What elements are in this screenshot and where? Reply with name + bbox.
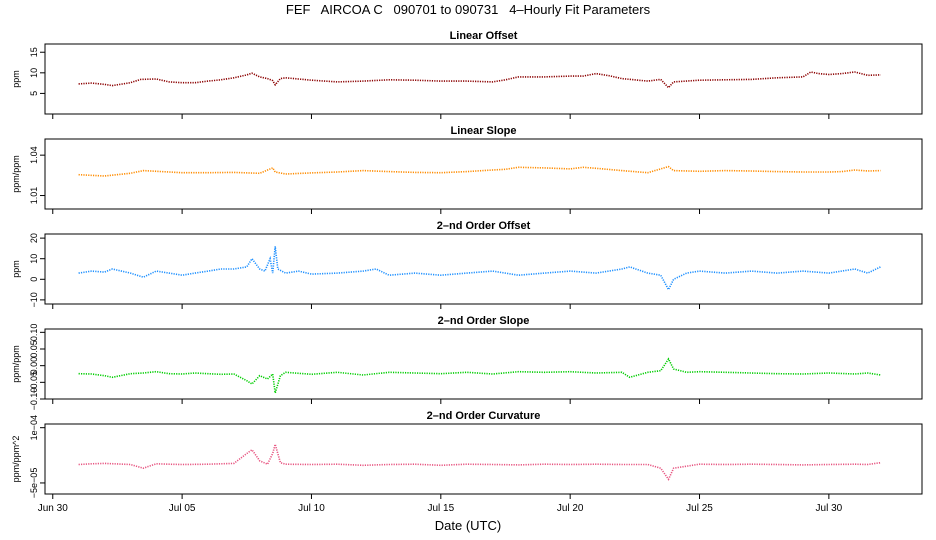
data-series-line	[78, 357, 881, 394]
x-tick-label: Jul 25	[686, 503, 713, 514]
y-axis-label: ppm	[11, 260, 21, 278]
y-tick-label: −10	[29, 292, 39, 307]
data-series-line	[78, 71, 881, 89]
y-tick-label: 5	[29, 91, 39, 96]
chart-title: FEF AIRCOA C 090701 to 090731 4–Hourly F…	[285, 2, 651, 17]
y-tick-label: 0.10	[29, 324, 39, 342]
data-series-line	[78, 246, 881, 292]
y-tick-label: 1.04	[29, 146, 39, 164]
data-series-line	[78, 441, 881, 481]
y-tick-label: 10	[29, 254, 39, 264]
y-tick-label: 20	[29, 233, 39, 243]
x-axis-label: Date (UTC)	[434, 518, 502, 533]
y-tick-label: 1e−04	[29, 415, 39, 440]
panel-frame	[44, 43, 923, 115]
panel-title: Linear Offset	[450, 30, 518, 42]
y-axis-label: ppm/ppm	[11, 345, 21, 383]
y-axis-label: ppm	[11, 70, 21, 88]
panel-title: 2–nd Order Slope	[438, 315, 530, 327]
y-axis-label: ppm/ppm^2	[11, 436, 21, 483]
panel-frame	[44, 423, 923, 495]
y-tick-label: −0.05	[29, 371, 39, 394]
x-tick-label: Jul 15	[427, 503, 454, 514]
x-tick-label: Jun 30	[38, 503, 68, 514]
panel-title: 2–nd Order Offset	[437, 220, 531, 232]
x-tick-label: Jul 05	[169, 503, 196, 514]
data-series-line	[78, 165, 881, 177]
x-tick-label: Jul 30	[816, 503, 843, 514]
panel-frame	[44, 328, 923, 400]
y-tick-label: −0.10	[29, 388, 39, 411]
panel-frame	[44, 138, 923, 210]
y-tick-label: −5e−05	[29, 468, 39, 499]
panel-frame	[44, 233, 923, 305]
y-tick-label: 0	[29, 277, 39, 282]
panel-title: Linear Slope	[450, 125, 516, 137]
y-tick-label: 0.00	[29, 357, 39, 375]
panel-title: 2–nd Order Curvature	[427, 410, 541, 422]
y-axis-label: ppm/ppm	[11, 155, 21, 193]
y-tick-label: 15	[29, 47, 39, 57]
x-tick-label: Jul 10	[298, 503, 325, 514]
y-tick-label: 0.05	[29, 340, 39, 358]
y-tick-label: 1.01	[29, 187, 39, 205]
x-tick-label: Jul 20	[557, 503, 584, 514]
y-tick-label: 10	[29, 68, 39, 78]
